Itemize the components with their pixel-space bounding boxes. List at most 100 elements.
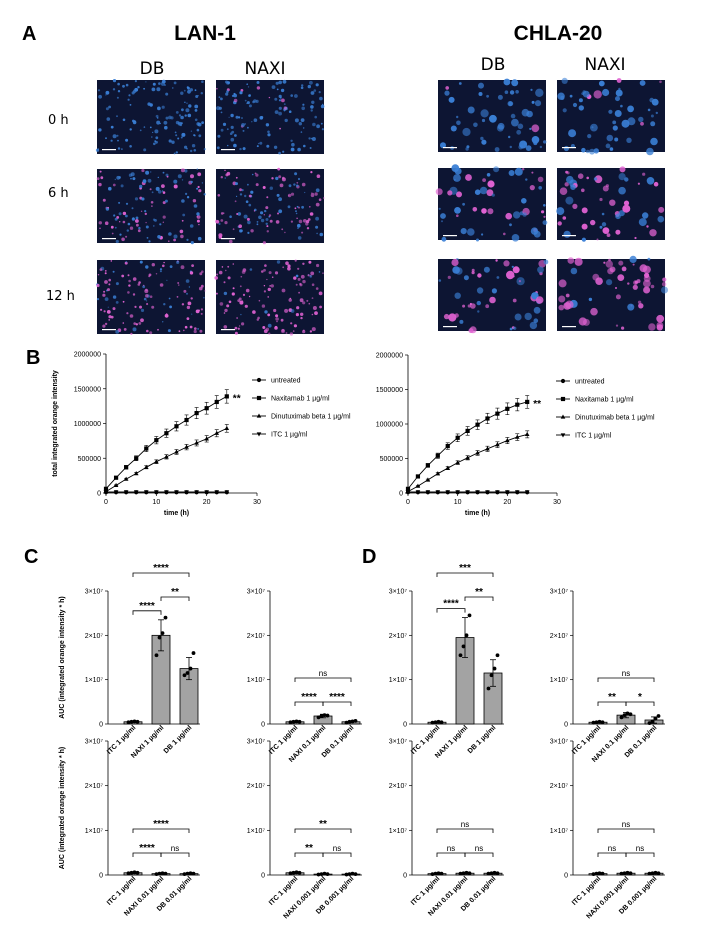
cell-spot	[108, 315, 112, 319]
y-tick-label: 2000000	[74, 352, 101, 359]
cell-spot	[262, 326, 266, 329]
cell-spot	[229, 132, 233, 135]
significance-label: **	[171, 587, 179, 598]
cell-spot	[311, 283, 315, 287]
cell-spot	[113, 214, 116, 217]
cell-spot	[241, 322, 245, 326]
cell-spot	[509, 327, 513, 331]
cell-spot	[216, 273, 219, 276]
cell-spot	[201, 270, 204, 274]
cell-spot	[150, 171, 152, 173]
y-tick-label: 1000000	[376, 422, 403, 429]
cell-spot	[144, 212, 147, 216]
cell-spot	[565, 293, 570, 298]
cell-spot	[233, 143, 237, 148]
cell-spot	[240, 313, 242, 316]
cell-spot	[227, 276, 231, 280]
cell-spot	[117, 139, 119, 142]
cell-spot	[157, 106, 161, 111]
micrograph-background	[216, 169, 324, 243]
cell-spot	[166, 279, 168, 281]
cell-spot	[180, 115, 184, 120]
cell-spot	[180, 265, 185, 270]
data-point	[184, 417, 189, 423]
significance-label: ns	[319, 669, 327, 678]
cell-spot	[173, 81, 177, 85]
replicate-point	[625, 870, 630, 875]
cell-spot	[174, 131, 177, 134]
cell-spot	[229, 239, 233, 244]
cell-spot	[161, 184, 165, 189]
cell-spot	[642, 172, 646, 176]
cell-spot	[311, 297, 314, 299]
cell-spot	[127, 274, 130, 277]
cell-spot	[309, 80, 313, 85]
significance-label: **	[475, 587, 483, 598]
cell-spot	[122, 118, 126, 122]
data-point	[415, 474, 421, 479]
y-tick-label: 1500000	[376, 387, 403, 394]
cell-spot	[261, 270, 264, 273]
replicate-point	[191, 651, 196, 655]
cell-spot	[530, 227, 539, 235]
replicate-point	[486, 871, 491, 876]
micrograph-tile	[557, 255, 668, 331]
cell-spot	[557, 221, 562, 226]
replicate-point	[439, 871, 444, 876]
cell-spot	[644, 272, 650, 278]
replicate-point	[492, 666, 497, 671]
cell-spot	[223, 312, 226, 314]
replicate-point	[157, 635, 162, 640]
cell-spot	[587, 134, 592, 139]
cell-spot	[244, 123, 246, 125]
replicate-point	[619, 871, 624, 876]
cell-spot	[217, 194, 221, 197]
data-point	[113, 482, 119, 488]
replicate-point	[656, 714, 661, 718]
cell-spot	[619, 166, 626, 173]
cell-spot	[152, 218, 156, 221]
cell-spot	[127, 98, 130, 101]
cell-spot	[266, 196, 269, 199]
cell-spot	[531, 100, 535, 104]
cell-spot	[296, 217, 298, 219]
y-tick-label: 3×10⁷	[389, 739, 408, 746]
cell-spot	[194, 89, 197, 92]
cell-spot	[157, 328, 159, 331]
cell-spot	[269, 285, 271, 287]
cell-spot	[454, 292, 461, 299]
cell-spot	[139, 184, 143, 189]
series-triangle-down: ITC 1 µg/ml	[103, 432, 308, 495]
cell-spot	[279, 96, 282, 99]
cell-spot	[115, 330, 120, 334]
cell-spot	[563, 145, 570, 152]
cell-spot	[626, 137, 632, 143]
cell-spot	[178, 284, 180, 286]
replicate-point	[347, 872, 352, 877]
y-tick-label: 1×10⁷	[85, 677, 104, 684]
cell-spot	[112, 79, 117, 83]
cell-spot	[138, 322, 142, 325]
data-point	[174, 449, 179, 454]
cell-spot	[534, 100, 542, 107]
cell-spot	[656, 321, 664, 329]
cell-spot	[301, 106, 306, 111]
cell-spot	[601, 222, 607, 227]
cell-spot	[180, 91, 184, 95]
cell-spot	[264, 310, 268, 314]
cell-spot	[306, 299, 309, 302]
y-tick-label: 0	[99, 722, 103, 729]
cell-spot	[196, 128, 200, 132]
cell-spot	[279, 127, 281, 130]
cell-spot	[438, 279, 442, 282]
cell-spot	[294, 259, 297, 262]
micrograph-background	[216, 260, 324, 334]
cell-spot	[190, 297, 193, 300]
condition-label-db-chla20: DB	[481, 55, 506, 75]
cell-spot	[189, 224, 194, 228]
cell-spot	[485, 304, 490, 309]
cell-spot	[161, 105, 165, 109]
cell-spot	[188, 104, 192, 108]
cell-spot	[562, 216, 567, 220]
cell-spot	[184, 101, 186, 104]
